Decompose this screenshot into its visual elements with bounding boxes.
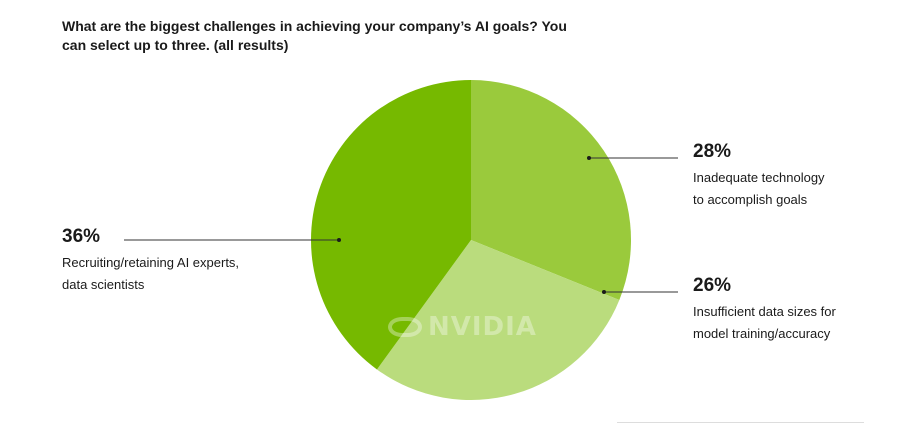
leader-dot <box>602 290 606 294</box>
pie-slice <box>310 80 471 370</box>
callout-insufficient-data: 26% Insufficient data sizes for model tr… <box>693 275 836 345</box>
slice-description-line: to accomplish goals <box>693 192 808 207</box>
slice-percent-label: 36% <box>62 226 101 247</box>
leader-dot <box>587 156 591 160</box>
pie-slice <box>471 80 632 300</box>
callout-recruiting-experts: 36% Recruiting/retaining AI experts, dat… <box>62 226 239 296</box>
slice-description: Insufficient data sizes for model traini… <box>693 301 836 345</box>
divider <box>617 422 864 423</box>
slice-description-line: Recruiting/retaining AI experts, <box>62 255 240 270</box>
slice-description: Recruiting/retaining AI experts, data sc… <box>62 252 239 296</box>
chart-title: What are the biggest challenges in achie… <box>62 18 567 53</box>
slice-description: Inadequate technology to accomplish goal… <box>693 167 825 211</box>
slice-description-line: Inadequate technology <box>693 170 825 185</box>
callout-inadequate-technology: 28% Inadequate technology to accomplish … <box>693 141 825 211</box>
slice-description-line: model training/accuracy <box>693 326 831 341</box>
slice-description-line: Insufficient data sizes for <box>693 304 836 319</box>
slice-description-line: data scientists <box>62 277 145 292</box>
leader-dot <box>337 238 341 242</box>
watermark-text: NVIDIA <box>428 312 537 342</box>
nvidia-eye-icon <box>388 317 422 337</box>
pie-slice <box>376 240 620 401</box>
slice-percent-label: 26% <box>693 275 732 296</box>
nvidia-watermark-logo: NVIDIA <box>388 312 537 342</box>
slice-percent-label: 28% <box>693 141 732 162</box>
